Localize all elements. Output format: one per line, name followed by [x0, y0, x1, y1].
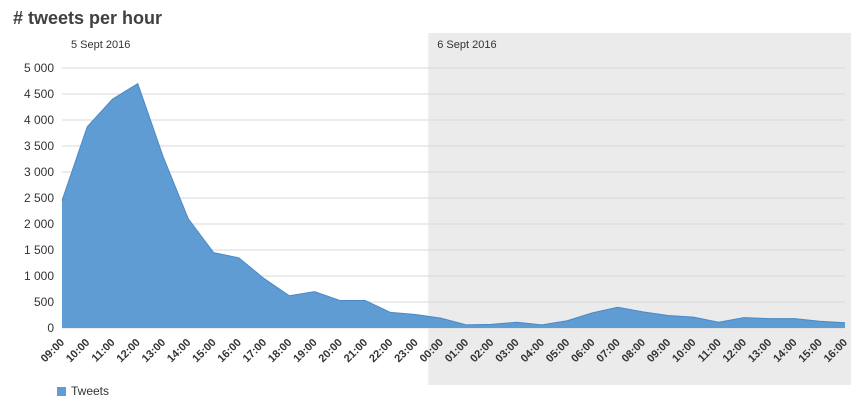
y-axis-tick-label: 5 000: [24, 61, 54, 75]
x-axis-tick-label: 22:00: [367, 337, 395, 365]
y-axis-tick-label: 2 500: [24, 191, 54, 205]
y-axis-tick-label: 3 500: [24, 139, 54, 153]
area-series-line: [61, 82, 846, 326]
x-axis-tick-label: 17:00: [241, 337, 269, 365]
y-axis-tick-label: 2 000: [24, 217, 54, 231]
y-axis-tick-label: 1 500: [24, 243, 54, 257]
y-axis-tick-label: 4 000: [24, 113, 54, 127]
plot-band-label: 5 Sept 2016: [71, 39, 130, 51]
x-axis-tick-label: 09:00: [39, 337, 67, 365]
plot-band-shaded: [428, 33, 851, 385]
x-axis-tick-label: 23:00: [392, 337, 420, 365]
legend-item-tweets[interactable]: Tweets: [57, 384, 109, 398]
y-axis-tick-label: 3 000: [24, 165, 54, 179]
x-axis-tick-label: 15:00: [190, 337, 218, 365]
x-axis-tick-label: 11:00: [90, 337, 118, 365]
x-axis-tick-label: 12:00: [115, 337, 143, 365]
x-axis-tick-label: 16:00: [216, 337, 244, 365]
x-axis-tick-label: 19:00: [291, 337, 319, 365]
y-axis-tick-label: 0: [47, 321, 54, 335]
y-axis-tick-label: 500: [34, 295, 54, 309]
plot-band-label: 6 Sept 2016: [437, 39, 496, 51]
chart-title: # tweets per hour: [13, 8, 163, 28]
x-axis-tick-label: 18:00: [266, 337, 294, 365]
legend-swatch-icon: [57, 386, 66, 396]
area-series-tweets[interactable]: [62, 83, 845, 328]
x-axis-tick-label: 10:00: [64, 337, 92, 365]
y-axis-tick-label: 1 000: [24, 269, 54, 283]
x-axis-tick-label: 14:00: [165, 337, 193, 365]
legend-label: Tweets: [71, 384, 110, 398]
x-axis-tick-label: 20:00: [317, 337, 345, 365]
x-axis-tick-label: 21:00: [342, 337, 370, 365]
x-axis-tick-label: 13:00: [140, 337, 168, 365]
y-axis-tick-label: 4 500: [24, 87, 54, 101]
